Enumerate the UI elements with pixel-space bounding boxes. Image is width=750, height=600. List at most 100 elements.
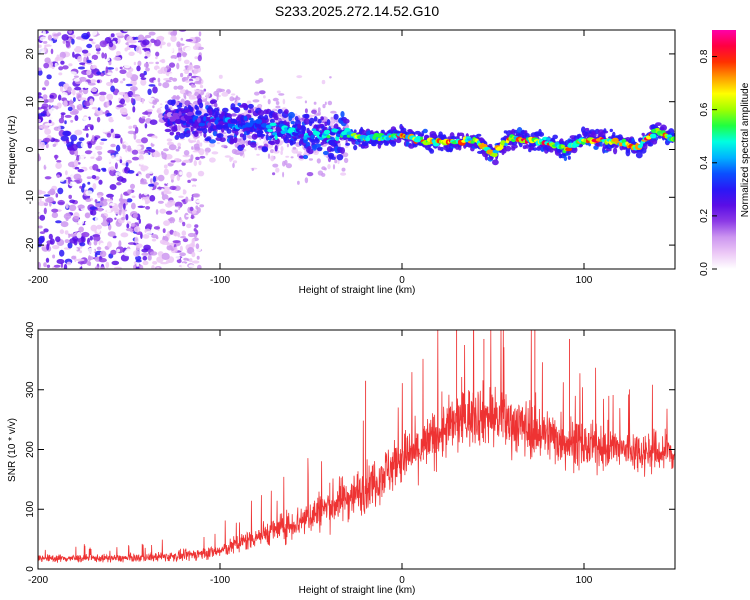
noise-cell	[131, 195, 136, 199]
noise-cell	[96, 224, 102, 230]
noise-cell	[73, 159, 78, 166]
scatter-cell	[330, 110, 337, 114]
noise-cell	[160, 164, 165, 167]
noise-cell	[70, 119, 74, 123]
noise-cell	[188, 264, 195, 268]
noise-cell	[135, 45, 142, 54]
noise-cell	[197, 264, 202, 269]
scatter-cell	[282, 171, 285, 178]
noise-cell	[119, 69, 127, 74]
noise-cell	[170, 58, 177, 64]
noise-cell	[118, 62, 126, 67]
noise-cell	[46, 74, 52, 80]
scatter-cell	[332, 164, 336, 170]
noise-cell	[90, 65, 96, 70]
noise-cell	[119, 159, 123, 164]
noise-cell	[58, 117, 65, 124]
ridge-halo-cell	[222, 107, 229, 113]
x-tick-label: -100	[210, 275, 230, 286]
noise-cell	[82, 128, 90, 131]
ridge-halo-cell	[195, 105, 199, 112]
noise-cell	[197, 219, 205, 224]
colorbar-tick-label: 0.8	[699, 49, 710, 63]
noise-cell	[96, 246, 102, 251]
noise-cell	[110, 33, 115, 38]
ridge-halo-cell	[290, 120, 295, 125]
noise-cell	[148, 183, 155, 187]
noise-cell	[75, 263, 82, 269]
noise-cell	[165, 46, 174, 54]
noise-cell	[97, 207, 103, 212]
noise-cell	[172, 240, 181, 244]
scatter-cell	[204, 147, 211, 153]
scatter-cell	[284, 159, 288, 165]
noise-cell	[148, 31, 156, 36]
snr-plot-area	[38, 330, 675, 564]
y-tick-label: 0	[25, 566, 36, 572]
noise-cell	[100, 60, 107, 67]
noise-cell	[176, 52, 182, 58]
noise-cell	[127, 170, 135, 174]
noise-cell	[85, 198, 92, 202]
noise-cell	[52, 143, 56, 147]
noise-cell	[90, 120, 96, 126]
noise-cell	[43, 202, 49, 207]
noise-cell	[58, 125, 61, 132]
noise-cell	[73, 75, 79, 78]
noise-cell	[41, 103, 49, 109]
ridge-halo-cell	[289, 139, 296, 145]
noise-cell	[157, 200, 164, 204]
noise-cell	[74, 247, 78, 251]
scatter-cell	[177, 146, 181, 150]
noise-cell	[124, 47, 128, 52]
noise-cell	[104, 52, 107, 60]
noise-cell	[77, 66, 86, 70]
noise-cell	[138, 218, 141, 224]
noise-cell	[148, 61, 154, 65]
noise-cell	[68, 225, 74, 230]
noise-cell	[114, 191, 119, 199]
noise-cell	[38, 235, 45, 243]
noise-cell	[77, 55, 83, 63]
noise-cell	[69, 110, 79, 115]
noise-cell	[115, 67, 119, 72]
noise-cell	[135, 173, 139, 177]
noise-cell	[57, 187, 64, 195]
noise-cell	[62, 40, 66, 44]
noise-cell	[83, 56, 87, 64]
ridge-halo-cell	[274, 145, 278, 152]
noise-cell	[44, 123, 52, 126]
scatter-cell	[267, 153, 271, 159]
noise-cell	[109, 205, 113, 209]
noise-cell	[119, 80, 124, 84]
noise-cell	[131, 149, 139, 155]
ridge-halo-cell	[345, 142, 350, 146]
ridge-core-cell	[230, 118, 238, 124]
noise-cell	[46, 196, 54, 203]
ridge-core-cell	[249, 120, 256, 124]
noise-cell	[101, 52, 105, 59]
noise-cell	[105, 198, 113, 202]
noise-cell	[128, 44, 137, 49]
noise-cell	[45, 251, 49, 256]
noise-cell	[39, 231, 46, 235]
noise-cell	[190, 178, 198, 182]
noise-cell	[160, 67, 163, 74]
noise-cell	[167, 200, 176, 206]
ridge-halo-cell	[492, 159, 499, 166]
ridge-core-cell	[214, 119, 219, 125]
noise-cell	[149, 137, 158, 141]
ridge-halo-cell	[476, 133, 482, 137]
scatter-cell	[221, 144, 228, 148]
noise-cell	[43, 207, 47, 215]
noise-cell	[69, 238, 77, 244]
scatter-cell	[224, 155, 231, 158]
noise-cell	[99, 40, 108, 48]
noise-cell	[72, 51, 75, 58]
ridge-halo-cell	[567, 155, 571, 160]
ridge-halo-cell	[210, 99, 218, 104]
noise-cell	[146, 223, 153, 229]
noise-cell	[63, 83, 68, 89]
noise-cell	[107, 72, 113, 76]
ridge-halo-cell	[641, 132, 645, 136]
